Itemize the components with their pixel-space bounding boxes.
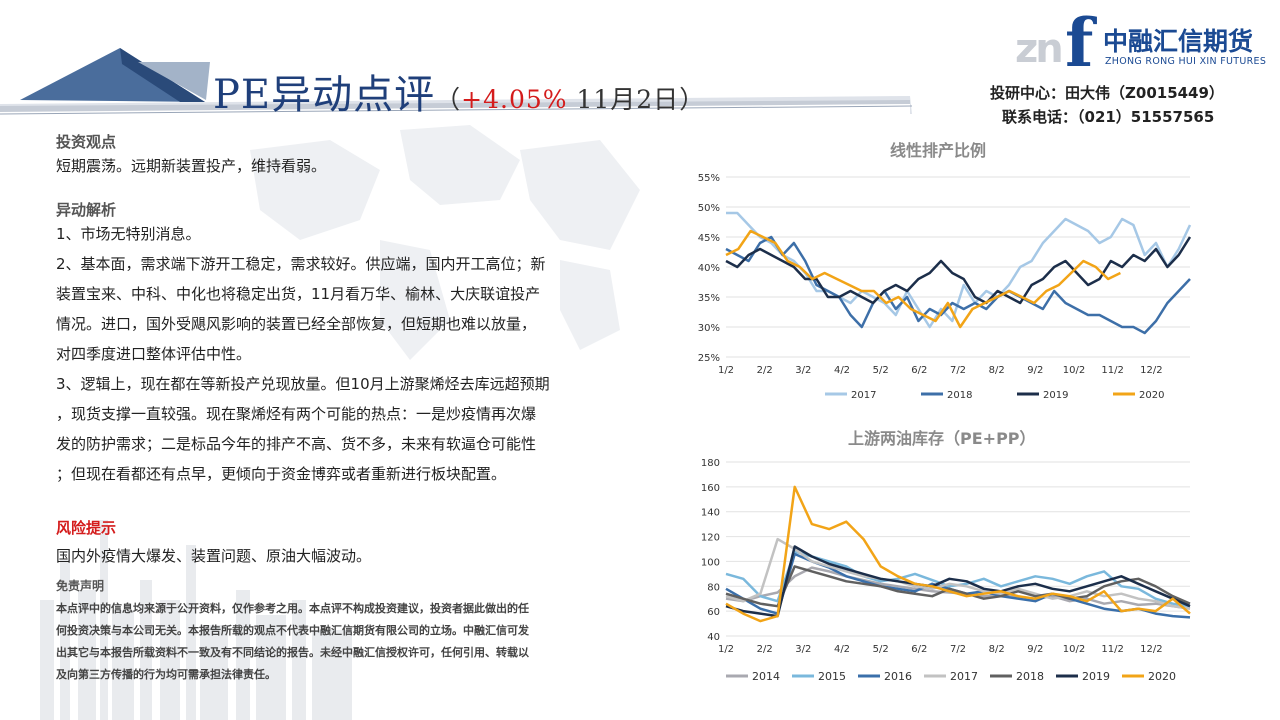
analysis-line: 3、逻辑上，现在都在等新投产兑现放量。但10月上游聚烯烃去库远超预期 xyxy=(56,375,550,393)
x-tick-label: 12/2 xyxy=(1140,365,1162,376)
y-tick-label: 160 xyxy=(701,483,720,494)
logo-f: f xyxy=(1065,4,1094,82)
chart1-title: 线性排产比例 xyxy=(890,141,987,160)
x-tick-label: 7/2 xyxy=(950,644,966,655)
analysis-line: 装置宝来、中科、中化也将稳定出货，11月看万华、榆林、大庆联谊投产 xyxy=(56,285,541,303)
series-line-2017 xyxy=(725,537,1191,610)
logo-chinese-name: 中融汇信期货 xyxy=(1103,27,1254,56)
y-tick-label: 40 xyxy=(707,632,720,643)
risk-text: 国内外疫情大爆发、装置问题、原油大幅波动。 xyxy=(56,547,372,565)
x-tick-label: 10/2 xyxy=(1063,644,1085,655)
legend-label: 2020 xyxy=(1148,670,1176,683)
y-tick-label: 60 xyxy=(707,607,720,618)
title-open-paren: （ xyxy=(435,85,462,114)
x-tick-label: 1/2 xyxy=(718,644,734,655)
y-tick-label: 25% xyxy=(698,353,720,364)
series-line-2014 xyxy=(725,566,1191,610)
y-tick-label: 40% xyxy=(698,263,720,274)
analysis-line: ，现货支撑一直较强。现在聚烯烃有两个可能的热点：一是炒疫情再次爆 xyxy=(56,405,537,423)
analysis-line: ；但现在看都还有点早，更倾向于资金博弈或者重新进行板块配置。 xyxy=(56,465,507,483)
title-date: 11月2日 xyxy=(567,85,680,114)
analysis-line: 1、市场无特别消息。 xyxy=(56,225,201,243)
x-tick-label: 9/2 xyxy=(1027,644,1043,655)
x-tick-label: 8/2 xyxy=(989,644,1005,655)
x-tick-label: 5/2 xyxy=(873,644,889,655)
title-change-percent: +4.05% xyxy=(461,85,568,114)
y-tick-label: 80 xyxy=(707,582,720,593)
x-tick-label: 7/2 xyxy=(950,365,966,376)
legend-label: 2014 xyxy=(752,670,780,683)
disclaimer-line: 出其它与本报告所载资料不一致及有不同结论的报告。未经中融汇信授权许可，任何引用、… xyxy=(56,646,529,659)
logo-mark: zn xyxy=(1015,26,1064,72)
disclaimer-line: 何投资决策与本公司无关。本报告所载的观点不代表中融汇信期货有限公司的立场。中融汇… xyxy=(56,624,529,637)
x-tick-label: 6/2 xyxy=(911,365,927,376)
y-tick-label: 35% xyxy=(698,293,720,304)
page-title: PE异动点评（+4.05% 11月2日） xyxy=(213,62,705,120)
y-tick-label: 180 xyxy=(701,458,720,469)
analysis-line: 对四季度进口整体评估中性。 xyxy=(56,345,252,363)
series-line-2020 xyxy=(725,485,1191,623)
x-tick-label: 3/2 xyxy=(795,365,811,376)
disclaimer-line: 本点评中的信息均来源于公开资料，仅作参考之用。本点评不构成投资建议，投资者据此做… xyxy=(56,602,529,615)
analysis-line: 情况。进口，国外受飓风影响的装置已经全部恢复，但短期也难以放量， xyxy=(56,315,537,333)
inventory-chart: 40 60 80 100 120 140 160 180 1/2 2/2 3/2 4/2 5/2 6/2 7… xyxy=(701,458,1191,683)
title-close-paren: ） xyxy=(679,85,706,114)
x-tick-label: 11/2 xyxy=(1101,365,1123,376)
legend-label: 2016 xyxy=(884,670,912,683)
analysis-line: 2、基本面，需求端下游开工稳定，需求较好。供应端，国内开工高位；新 xyxy=(56,255,546,273)
x-tick-label: 3/2 xyxy=(795,644,811,655)
x-tick-label: 9/2 xyxy=(1027,365,1043,376)
view-title: 投资观点 xyxy=(56,133,117,151)
chart2-title: 上游两油库存（PE+PP） xyxy=(848,429,1036,448)
legend-label: 2015 xyxy=(818,670,846,683)
x-tick-label: 4/2 xyxy=(834,644,850,655)
x-tick-label: 11/2 xyxy=(1101,644,1123,655)
contact-phone: 联系电话：（021）51557565 xyxy=(1002,108,1215,126)
production-ratio-chart: 25% 30% 35% 40% 45% 50% 55% 1/2 2/2 3/2 4/2 5/2 6/2 7… xyxy=(698,173,1192,401)
disclaimer-line: 及向第三方传播的行为均可需承担法律责任。 xyxy=(56,668,276,681)
legend-label: 2018 xyxy=(947,390,972,401)
series-line-2020 xyxy=(725,229,1121,329)
y-tick-label: 140 xyxy=(701,508,720,519)
analysis-title: 异动解析 xyxy=(56,201,117,219)
x-tick-label: 5/2 xyxy=(873,365,889,376)
series-line-2018 xyxy=(725,235,1191,335)
series-line-2018 xyxy=(725,565,1191,608)
risk-title: 风险提示 xyxy=(56,519,117,537)
legend-label: 2017 xyxy=(950,670,978,683)
x-tick-label: 1/2 xyxy=(718,365,734,376)
company-logo: zn f 中融汇信期货 ZHONG RONG HUI XIN FUTURES xyxy=(1015,4,1270,82)
y-tick-label: 30% xyxy=(698,323,720,334)
y-tick-label: 55% xyxy=(698,173,720,184)
title-main: PE异动点评 xyxy=(213,72,436,118)
x-tick-label: 2/2 xyxy=(757,365,773,376)
series-line-2019 xyxy=(725,545,1191,618)
commentary-panel: 投资观点 短期震荡。远期新装置投产，维持看弱。 异动解析 1、市场无特别消息。 … xyxy=(56,130,656,686)
x-tick-label: 6/2 xyxy=(911,644,927,655)
x-tick-label: 10/2 xyxy=(1063,365,1085,376)
analysis-line: 发的防护需求；二是标品今年的排产不高、货不多，未来有软逼仓可能性 xyxy=(56,435,537,453)
x-tick-label: 12/2 xyxy=(1140,644,1162,655)
x-tick-label: 4/2 xyxy=(834,365,850,376)
disclaimer-title: 免责声明 xyxy=(56,579,105,593)
y-tick-label: 100 xyxy=(701,557,720,568)
legend-label: 2019 xyxy=(1043,390,1068,401)
legend-label: 2020 xyxy=(1139,390,1164,401)
series-line-2019 xyxy=(725,236,1192,305)
logo-english-name: ZHONG RONG HUI XIN FUTURES xyxy=(1105,56,1267,67)
legend-label: 2017 xyxy=(851,390,876,401)
legend-label: 2019 xyxy=(1082,670,1110,683)
y-tick-label: 50% xyxy=(698,203,720,214)
y-tick-label: 120 xyxy=(701,533,720,544)
x-tick-label: 2/2 xyxy=(757,644,773,655)
legend-label: 2018 xyxy=(1016,670,1044,683)
research-center: 投研中心：田大伟（Z0015449） xyxy=(990,84,1224,102)
contact-info: 投研中心：田大伟（Z0015449） 联系电话：（021）51557565 xyxy=(990,82,1224,130)
y-tick-label: 45% xyxy=(698,233,720,244)
view-text: 短期震荡。远期新装置投产，维持看弱。 xyxy=(56,157,327,175)
x-tick-label: 8/2 xyxy=(989,365,1005,376)
